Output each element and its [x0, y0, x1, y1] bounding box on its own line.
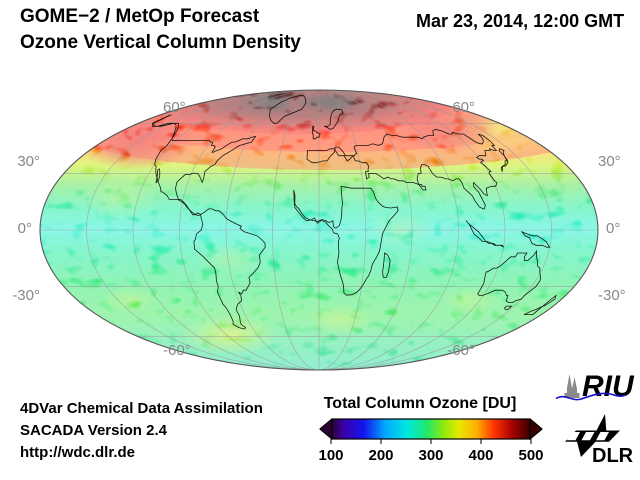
svg-text:DLR: DLR — [592, 445, 634, 467]
svg-text:300: 300 — [418, 447, 443, 464]
svg-text:RIU: RIU — [582, 370, 635, 403]
svg-text:500: 500 — [518, 447, 543, 464]
svg-text:Total Column Ozone [DU]: Total Column Ozone [DU] — [324, 395, 517, 412]
svg-text:400: 400 — [468, 447, 493, 464]
svg-text:200: 200 — [368, 447, 393, 464]
svg-text:100: 100 — [318, 447, 343, 464]
